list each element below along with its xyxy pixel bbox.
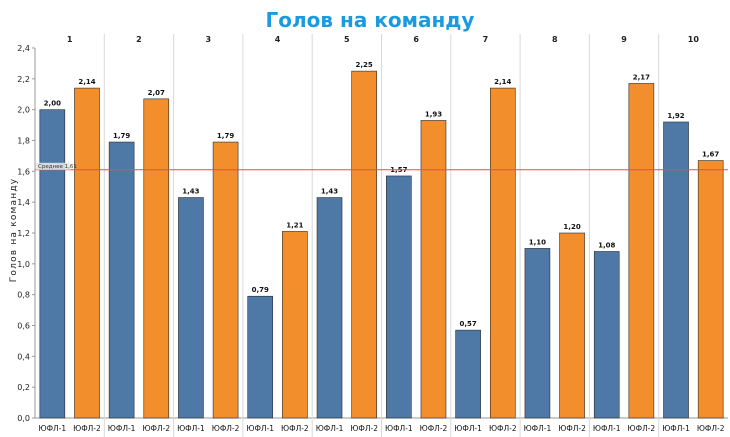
bar-value-label: 1,20 bbox=[563, 223, 580, 231]
y-tick-label: 1,4 bbox=[17, 198, 30, 207]
bar-value-label: 1,92 bbox=[667, 112, 684, 120]
bar-value-label: 1,93 bbox=[425, 110, 442, 118]
category-label: ЮФЛ-2 bbox=[420, 424, 448, 433]
bar bbox=[524, 248, 551, 419]
category-label: ЮФЛ-1 bbox=[385, 424, 413, 433]
bar-value-label: 2,14 bbox=[494, 78, 511, 86]
bar bbox=[143, 98, 170, 419]
bar-value-label: 1,79 bbox=[113, 132, 130, 140]
bar bbox=[697, 160, 724, 419]
y-tick-label: 1,2 bbox=[17, 229, 30, 238]
bar bbox=[178, 197, 204, 419]
bar-value-label: 0,79 bbox=[252, 286, 269, 294]
group-label: 1 bbox=[67, 35, 73, 44]
bar bbox=[386, 175, 412, 419]
category-label: ЮФЛ-2 bbox=[350, 424, 378, 433]
chart-title: Голов на команду bbox=[266, 8, 475, 32]
group-label: 7 bbox=[483, 35, 489, 44]
bar-value-label: 2,00 bbox=[44, 100, 61, 108]
category-label: ЮФЛ-2 bbox=[142, 424, 170, 433]
category-label: ЮФЛ-2 bbox=[628, 424, 656, 433]
bar bbox=[663, 121, 689, 419]
category-label: ЮФЛ-1 bbox=[454, 424, 482, 433]
bar-value-label: 1,10 bbox=[529, 238, 546, 246]
bar-value-label: 1,43 bbox=[182, 188, 199, 196]
bar bbox=[628, 83, 655, 419]
bar-value-label: 2,07 bbox=[148, 89, 165, 97]
bar-value-label: 0,57 bbox=[459, 320, 476, 328]
category-label: ЮФЛ-2 bbox=[73, 424, 101, 433]
y-axis-label: Голов на команду bbox=[9, 178, 19, 283]
y-tick-label: 0,8 bbox=[17, 291, 30, 300]
bar bbox=[282, 231, 308, 419]
group-label: 2 bbox=[136, 35, 142, 44]
category-label: ЮФЛ-1 bbox=[108, 424, 136, 433]
bar bbox=[74, 87, 100, 419]
reference-line-label: Среднее 1,61 bbox=[38, 164, 77, 170]
bar-value-label: 1,43 bbox=[321, 188, 338, 196]
bar-value-label: 1,08 bbox=[598, 242, 615, 250]
y-tick-label: 1,6 bbox=[17, 167, 30, 176]
bar-value-label: 2,17 bbox=[633, 73, 650, 81]
group-label: 4 bbox=[275, 35, 281, 44]
group-label: 6 bbox=[413, 35, 419, 44]
category-label: ЮФЛ-1 bbox=[38, 424, 66, 433]
reference-label-bg bbox=[36, 162, 70, 170]
category-label: ЮФЛ-2 bbox=[489, 424, 517, 433]
bar bbox=[559, 232, 585, 419]
bar-value-label: 1,21 bbox=[286, 221, 303, 229]
bar bbox=[489, 87, 516, 419]
bar bbox=[247, 295, 274, 419]
y-tick-label: 0,0 bbox=[17, 414, 30, 423]
group-label: 8 bbox=[552, 35, 558, 44]
category-label: ЮФЛ-1 bbox=[316, 424, 344, 433]
plot-area: 0,0 0,2 0,4 0,6 0,8 1,0 1,2 1,4 1,6 1,8 2,0 2,2 2,4 1… bbox=[17, 34, 728, 437]
bar-value-label: 1,79 bbox=[217, 132, 234, 140]
category-label: ЮФЛ-2 bbox=[558, 424, 586, 433]
category-label: ЮФЛ-2 bbox=[281, 424, 309, 433]
y-tick-label: 1,8 bbox=[17, 137, 30, 146]
bar bbox=[39, 109, 66, 419]
group-label: 10 bbox=[688, 35, 700, 44]
y-tick-label: 2,2 bbox=[17, 75, 30, 84]
bar bbox=[420, 120, 447, 419]
category-label: ЮФЛ-2 bbox=[697, 424, 725, 433]
group-label: 3 bbox=[205, 35, 211, 44]
y-tick-label: 2,4 bbox=[17, 44, 30, 53]
bar bbox=[316, 197, 343, 419]
bar-value-label: 2,14 bbox=[78, 78, 95, 86]
bar bbox=[455, 329, 481, 419]
category-label: ЮФЛ-1 bbox=[524, 424, 552, 433]
category-label: ЮФЛ-2 bbox=[212, 424, 240, 433]
y-tick-label: 0,2 bbox=[17, 383, 30, 392]
y-tick-label: 2,0 bbox=[17, 106, 30, 115]
y-tick-label: 0,6 bbox=[17, 322, 30, 331]
category-label: ЮФЛ-1 bbox=[177, 424, 205, 433]
category-label: ЮФЛ-1 bbox=[246, 424, 274, 433]
y-tick-label: 1,0 bbox=[17, 260, 30, 269]
bar-value-label: 1,67 bbox=[702, 151, 719, 159]
category-label: ЮФЛ-1 bbox=[593, 424, 621, 433]
group-label: 9 bbox=[621, 35, 627, 44]
bar bbox=[212, 141, 239, 419]
category-label: ЮФЛ-1 bbox=[662, 424, 690, 433]
y-tick-label: 0,4 bbox=[17, 352, 30, 361]
bar bbox=[351, 70, 377, 419]
bar bbox=[108, 141, 135, 419]
group-label: 5 bbox=[344, 35, 350, 44]
bar bbox=[593, 251, 620, 419]
bar-value-label: 2,25 bbox=[356, 61, 373, 69]
